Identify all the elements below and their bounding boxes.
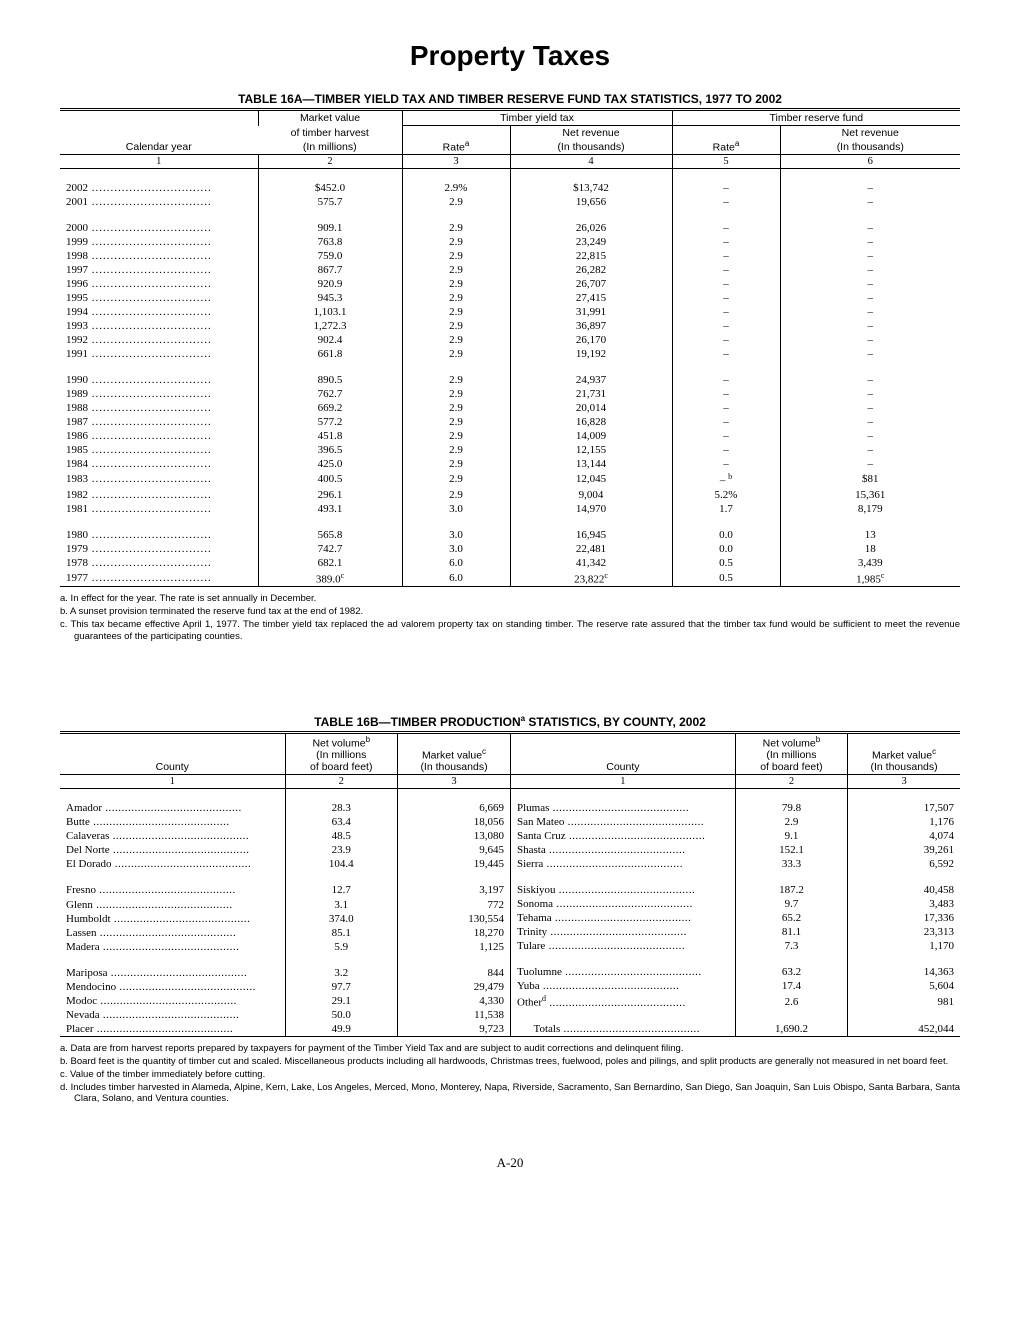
table-16b-title: TABLE 16B—TIMBER PRODUCTIONa STATISTICS,…	[60, 714, 960, 729]
hdr-rate1: Ratea	[402, 126, 510, 155]
table-row: 2002$452.02.9%$13,742––	[60, 181, 960, 195]
table-row: 1989762.72.921,731––	[60, 387, 960, 401]
table-row: 19941,103.12.931,991––	[60, 305, 960, 319]
table-row: Glenn3.1772	[60, 898, 510, 912]
table-row: 1999763.82.923,249––	[60, 235, 960, 249]
hdr-rev2-unit: (In thousands)	[780, 140, 960, 155]
table-row: 2000909.12.926,026––	[60, 221, 960, 235]
table-row: Sierra33.36,592	[511, 857, 961, 871]
hdr-rev1-unit: (In thousands)	[510, 140, 672, 155]
table-row	[60, 954, 510, 966]
table-row	[511, 871, 961, 883]
table-row: Shasta152.139,261	[511, 843, 961, 857]
table-row: Trinity81.123,313	[511, 925, 961, 939]
table-row	[60, 361, 960, 373]
table-row: Humboldt374.0130,554	[60, 912, 510, 926]
table-row: 1998759.02.922,815––	[60, 249, 960, 263]
table-16b: County Net volumeb(In millionsof board f…	[60, 731, 960, 1037]
table-row: 1991661.82.919,192––	[60, 347, 960, 361]
table-row: Tulare7.31,170	[511, 939, 961, 953]
table-row	[60, 516, 960, 528]
hdr-rate2: Ratea	[672, 126, 780, 155]
hdr-timber-reserve: Timber reserve fund	[672, 110, 960, 126]
table-row: Modoc29.14,330	[60, 994, 510, 1008]
table-row: Madera5.91,125	[60, 940, 510, 954]
table-row: Nevada50.011,538	[60, 1008, 510, 1022]
table-16a-footnotes: a. In effect for the year. The rate is s…	[60, 593, 960, 643]
footnote: a. In effect for the year. The rate is s…	[74, 593, 960, 605]
table-row: Mariposa3.2844	[60, 966, 510, 980]
table-row: Calaveras48.513,080	[60, 829, 510, 843]
table-row: Mendocino97.729,479	[60, 980, 510, 994]
table-row: Amador28.36,669	[60, 801, 510, 815]
table-row: 1996920.92.926,707––	[60, 277, 960, 291]
table-16a: Calendar year Market value Timber yield …	[60, 108, 960, 587]
footnote: c. Value of the timber immediately befor…	[74, 1069, 960, 1081]
table-row: Sonoma9.73,483	[511, 897, 961, 911]
table-row: Santa Cruz9.14,074	[511, 829, 961, 843]
table-row: 1979742.73.022,4810.018	[60, 542, 960, 556]
table-row	[511, 1010, 961, 1022]
table-row: Yuba17.45,604	[511, 979, 961, 993]
table-row: Tuolumne63.214,363	[511, 965, 961, 979]
hdr-netrev1: Net revenue	[510, 126, 672, 141]
col-number-row: 1 2 3 4 5 6	[60, 155, 960, 169]
table-row: 1981493.13.014,9701.78,179	[60, 502, 960, 516]
hdr-timber-yield: Timber yield tax	[402, 110, 672, 126]
hdr-calendar-year: Calendar year	[60, 110, 258, 155]
table-row: 1986451.82.914,009––	[60, 429, 960, 443]
table-row: Totals1,690.2452,044	[511, 1022, 961, 1036]
hdr-net-volume: Net volumeb(In millionsof board feet)	[285, 734, 398, 775]
table-row: 1990890.52.924,937––	[60, 373, 960, 387]
table-row: 19931,272.32.936,897––	[60, 319, 960, 333]
table-row: 1992902.42.926,170––	[60, 333, 960, 347]
footnote: a. Data are from harvest reports prepare…	[74, 1043, 960, 1055]
hdr-mv-sub: of timber harvest	[258, 126, 402, 141]
table-row: 1983400.52.912,045– b$81	[60, 471, 960, 488]
table-row: 1987577.22.916,828––	[60, 415, 960, 429]
table-row: Siskiyou187.240,458	[511, 883, 961, 897]
hdr-mv-unit: (In millions)	[258, 140, 402, 155]
page-number: A-20	[60, 1155, 960, 1171]
table-row: Butte63.418,056	[60, 815, 510, 829]
table-row	[60, 209, 960, 221]
table-row: Tehama65.217,336	[511, 911, 961, 925]
footnote: b. Board feet is the quantity of timber …	[74, 1056, 960, 1068]
table-row: El Dorado104.419,445	[60, 857, 510, 871]
table-row: Placer49.99,723	[60, 1022, 510, 1036]
hdr-county: County	[511, 734, 736, 775]
table-row: 1984425.02.913,144––	[60, 457, 960, 471]
col-number-row: 1 2 3	[511, 775, 961, 789]
table-row: Lassen85.118,270	[60, 926, 510, 940]
table-row: 1982296.12.99,0045.2%15,361	[60, 488, 960, 502]
table-16b-footnotes: a. Data are from harvest reports prepare…	[60, 1043, 960, 1105]
hdr-net-volume: Net volumeb(In millionsof board feet)	[735, 734, 847, 775]
table-16a-title: TABLE 16A—TIMBER YIELD TAX AND TIMBER RE…	[60, 92, 960, 106]
table-row: 1977389.0c6.023,822c0.51,985c	[60, 570, 960, 587]
table-row: 1980565.83.016,9450.013	[60, 528, 960, 542]
table-row: 1985396.52.912,155––	[60, 443, 960, 457]
hdr-netrev2: Net revenue	[780, 126, 960, 141]
table-row: Otherd2.6981	[511, 993, 961, 1010]
table-row: 1995945.32.927,415––	[60, 291, 960, 305]
page-title: Property Taxes	[60, 40, 960, 72]
hdr-market-value: Market valuec(In thousands)	[398, 734, 511, 775]
table-row: 1988669.22.920,014––	[60, 401, 960, 415]
hdr-county: County	[60, 734, 285, 775]
table-row: Plumas79.817,507	[511, 801, 961, 815]
table-row	[60, 871, 510, 883]
hdr-market-value: Market value	[258, 110, 402, 126]
table-row: 1997867.72.926,282––	[60, 263, 960, 277]
table-row: 2001575.72.919,656––	[60, 195, 960, 209]
footnote: d. Includes timber harvested in Alameda,…	[74, 1082, 960, 1106]
table-row: Fresno12.73,197	[60, 883, 510, 897]
hdr-market-value: Market valuec(In thousands)	[848, 734, 960, 775]
footnote: b. A sunset provision terminated the res…	[74, 606, 960, 618]
footnote: c. This tax became effective April 1, 19…	[74, 619, 960, 643]
col-number-row: 1 2 3	[60, 775, 510, 789]
table-row: San Mateo2.91,176	[511, 815, 961, 829]
table-row	[511, 953, 961, 965]
table-row: Del Norte23.99,645	[60, 843, 510, 857]
table-row: 1978682.16.041,3420.53,439	[60, 556, 960, 570]
